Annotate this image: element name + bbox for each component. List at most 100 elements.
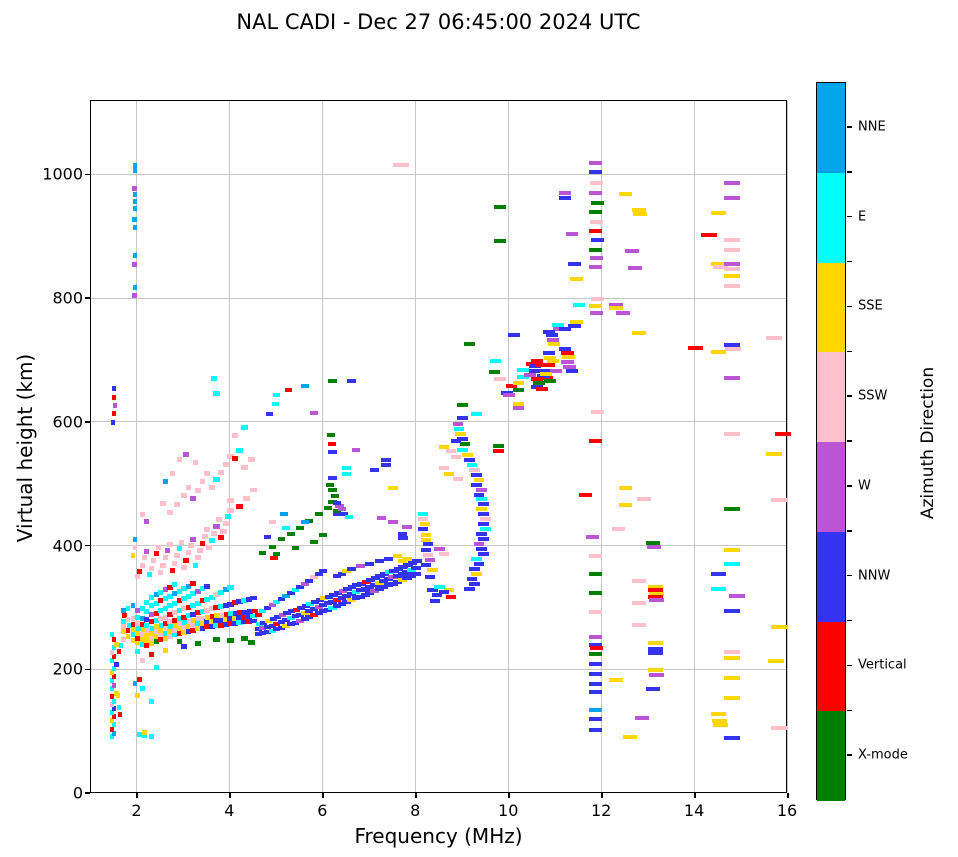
data-point [547,358,560,363]
data-point [342,569,351,574]
data-point [130,621,136,627]
data-point [427,587,438,592]
data-point [181,630,187,635]
data-point [148,565,154,571]
data-point [131,626,137,632]
data-point [687,345,703,350]
data-point [167,593,173,599]
data-point [112,698,117,704]
data-point [273,627,281,632]
data-point [158,632,164,638]
y-tick-label: 200 [52,659,83,679]
data-point [139,615,145,621]
data-point [277,597,286,602]
data-point [724,274,741,279]
data-point [542,351,555,356]
data-point [185,628,192,634]
data-point [292,607,301,612]
data-point [137,677,143,683]
data-point [517,374,529,379]
grid-line-horizontal [91,545,786,546]
data-point [211,375,218,381]
data-point [153,634,159,640]
data-point [770,498,787,503]
data-point [314,572,323,577]
data-point [314,605,323,610]
data-point [296,618,304,623]
data-point [724,248,741,253]
data-point [370,576,380,581]
data-point [572,303,586,308]
data-point [438,465,450,470]
data-point [236,448,243,454]
colorbar-tick-mark [847,754,852,756]
data-point [488,370,500,374]
data-point [250,487,258,492]
colorbar [816,82,846,801]
data-point [388,519,398,524]
data-point [185,604,192,610]
data-point [724,548,741,553]
data-point [130,631,136,637]
data-point [392,554,403,559]
data-point [296,612,304,617]
data-point [531,377,544,382]
colorbar-tick-mark [847,395,852,397]
data-point [535,363,548,368]
data-point [144,643,150,648]
chart-title: NAL CADI - Dec 27 06:45:00 2024 UTC [236,10,641,34]
data-point [319,533,328,538]
data-point [590,238,605,243]
data-point [185,485,192,491]
data-point [144,633,150,639]
data-point [109,733,114,739]
data-point [132,168,138,174]
data-point [646,541,661,546]
data-point [199,625,206,631]
data-point [171,617,178,623]
data-point [329,592,338,597]
data-point [160,562,166,568]
data-point [109,702,114,708]
data-point [125,617,131,622]
data-point [171,627,178,633]
data-point [148,698,154,704]
data-point [399,163,410,168]
data-point [710,711,726,716]
data-point [181,614,187,620]
data-point [475,497,487,502]
colorbar-segment-e [817,172,845,263]
data-point [710,587,726,592]
data-point [130,615,136,621]
colorbar-boundary-tick [847,260,852,263]
data-point [109,678,114,684]
data-point [142,732,147,738]
data-point [588,681,602,686]
data-point [609,302,623,307]
data-point [162,620,168,626]
data-point [724,431,741,436]
data-point [282,624,290,629]
data-point [305,615,314,620]
data-point [360,586,370,591]
data-point [199,598,206,604]
data-point [711,718,727,723]
data-point [201,534,208,540]
data-point [492,444,505,449]
data-point [724,262,741,267]
data-point [112,653,117,659]
data-point [217,622,225,628]
data-point [475,507,487,512]
data-point [287,622,295,627]
data-point [457,416,469,421]
data-point [315,598,324,603]
data-point [438,590,450,595]
data-point [473,542,485,547]
data-point [213,618,220,624]
data-point [259,550,267,555]
data-point [130,553,136,559]
data-point [379,579,389,584]
data-point [112,673,117,679]
data-point [237,610,244,616]
data-point [204,596,211,602]
